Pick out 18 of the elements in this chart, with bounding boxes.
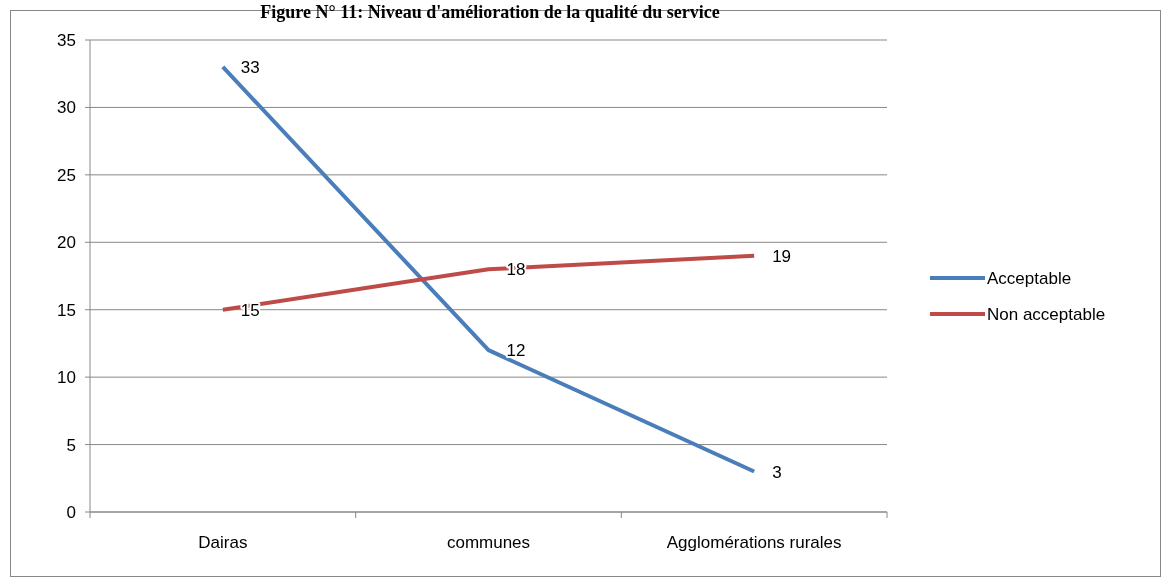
y-tick-label: 5 — [66, 435, 76, 455]
legend-label: Non acceptable — [987, 304, 1106, 324]
y-tick-label: 15 — [57, 300, 76, 320]
y-tick-label: 10 — [57, 368, 76, 388]
data-label: 12 — [506, 341, 526, 361]
x-tick-label: communes — [446, 533, 531, 552]
legend-label: Acceptable — [987, 268, 1072, 288]
y-tick-label: 0 — [66, 502, 76, 522]
data-label: 33 — [240, 57, 260, 77]
y-tick-label: 25 — [57, 165, 76, 185]
y-tick-label: 20 — [57, 233, 76, 253]
y-tick-label: 35 — [57, 30, 76, 50]
y-tick-label: 30 — [57, 98, 76, 118]
data-label: 3 — [772, 462, 782, 482]
x-tick-label: Agglomérations rurales — [666, 533, 842, 552]
x-tick-label: Dairas — [198, 533, 248, 552]
data-label: 19 — [772, 246, 792, 266]
chart-title: Figure N° 11: Niveau d'amélioration de la qualité du service — [260, 2, 720, 22]
